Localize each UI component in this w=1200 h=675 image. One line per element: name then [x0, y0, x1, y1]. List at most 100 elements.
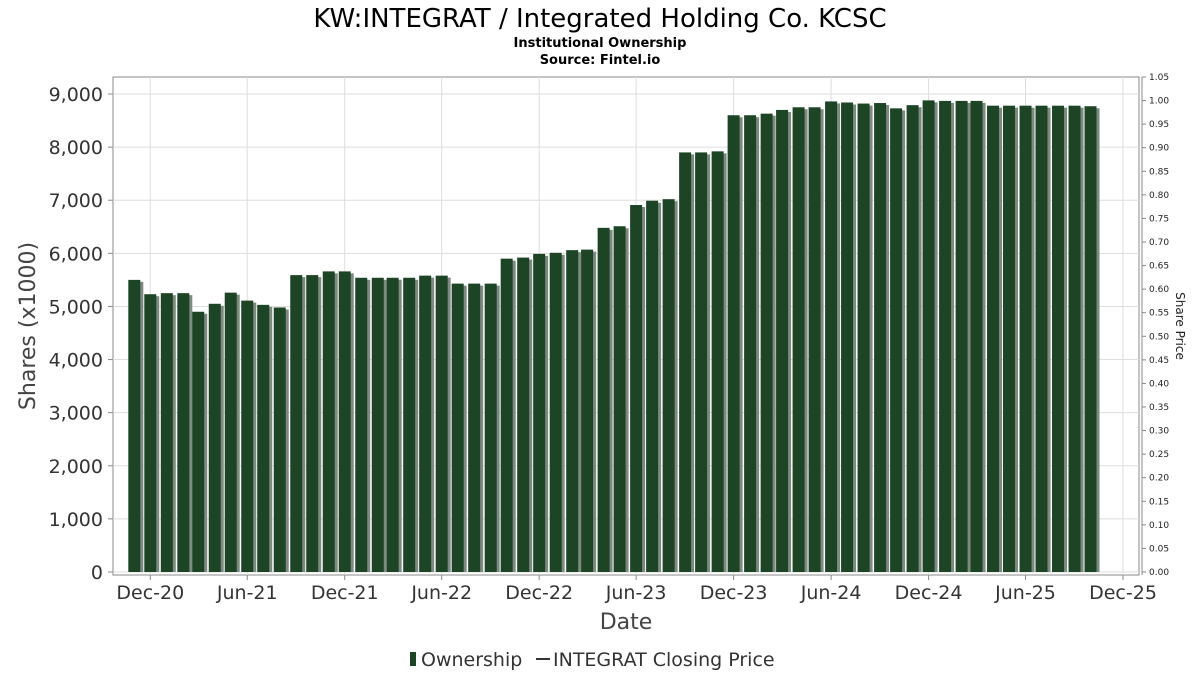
bar [192, 311, 205, 572]
bar [1084, 106, 1097, 573]
x-tick-label: Jun-21 [216, 582, 278, 604]
y-tick-label: 1,000 [49, 509, 103, 531]
y2-axis: 0.00 0.05 0.10 0.15 0.20 0.25 0.30 0.35 0.40 0.45… [1141, 73, 1169, 578]
y-tick-label: 5,000 [49, 296, 103, 318]
bar [825, 101, 838, 573]
bar [906, 105, 919, 573]
bar [727, 115, 740, 572]
y2-tick-label: 0.70 [1149, 238, 1169, 248]
y-tick-label: 6,000 [49, 243, 103, 265]
bar [386, 277, 399, 572]
bar [744, 115, 757, 572]
bar [533, 253, 546, 572]
y2-tick-label: 0.75 [1149, 214, 1169, 224]
bar [484, 283, 497, 572]
y2-tick-label: 1.05 [1149, 73, 1169, 83]
y-tick-label: 9,000 [49, 84, 103, 106]
bar [419, 275, 432, 572]
y2-tick-label: 0.10 [1149, 521, 1169, 531]
bar [970, 100, 983, 572]
bar [890, 108, 903, 572]
bar [695, 152, 708, 572]
bar [874, 103, 887, 572]
bar [144, 294, 157, 572]
bar [290, 275, 303, 572]
bar [597, 227, 610, 572]
bar [208, 303, 221, 572]
bar [1019, 105, 1032, 572]
y-axis: 0 1,000 2,000 3,000 4,000 5,000 6,000 7,000 8,00… [49, 84, 113, 584]
bar [371, 277, 384, 572]
y2-tick-label: 0.40 [1149, 379, 1169, 389]
x-tick-label: Dec-23 [700, 582, 768, 604]
bar [355, 277, 368, 572]
y2-tick-label: 0.60 [1149, 285, 1169, 295]
y2-tick-label: 0.85 [1149, 167, 1169, 177]
y2-tick-label: 0.90 [1149, 144, 1169, 154]
chart-title: KW:INTEGRAT / Integrated Holding Co. KCS… [313, 4, 886, 34]
y-axis-title: Shares (x1000) [16, 242, 41, 410]
bar [922, 100, 935, 572]
y-tick-label: 2,000 [49, 456, 103, 478]
y2-tick-label: 0.20 [1149, 474, 1169, 484]
bar [987, 105, 1000, 572]
x-tick-label: Dec-22 [505, 582, 573, 604]
y2-tick-label: 0.55 [1149, 309, 1169, 319]
bar [792, 107, 805, 573]
bar [776, 109, 789, 572]
bar [581, 249, 594, 573]
bar [679, 152, 692, 572]
bar [711, 151, 724, 573]
y-tick-label: 7,000 [49, 190, 103, 212]
y2-tick-label: 0.05 [1149, 544, 1169, 554]
bar [451, 283, 464, 572]
legend: Ownership INTEGRAT Closing Price [410, 649, 775, 671]
bar [760, 113, 773, 572]
bar [549, 252, 562, 572]
x-axis: Dec-20 Jun-21 Dec-21 Jun-22 Dec-22 Jun-23 Dec-… [116, 575, 1157, 604]
y-tick-label: 3,000 [49, 403, 103, 425]
x-tick-label: Dec-20 [116, 582, 184, 604]
bar [955, 100, 968, 572]
x-tick-label: Dec-24 [895, 582, 963, 604]
x-axis-title: Date [600, 610, 653, 635]
bar [257, 304, 270, 572]
bar [160, 293, 173, 572]
bar [177, 293, 190, 572]
bar [613, 226, 626, 572]
bar [403, 277, 416, 572]
bar [500, 258, 513, 572]
y2-tick-label: 0.30 [1149, 427, 1169, 437]
bar [646, 200, 659, 572]
y2-tick-label: 0.65 [1149, 262, 1169, 272]
x-tick-label: Jun-22 [410, 582, 472, 604]
y2-tick-label: 0.00 [1149, 568, 1169, 578]
bar [241, 300, 254, 572]
bar [1035, 105, 1048, 572]
y2-tick-label: 0.95 [1149, 120, 1169, 130]
bar [306, 275, 319, 572]
x-tick-label: Jun-23 [605, 582, 667, 604]
bar [224, 292, 237, 572]
bar [322, 271, 335, 572]
bar [857, 103, 870, 572]
bar [841, 102, 854, 573]
y2-tick-label: 0.25 [1149, 450, 1169, 460]
bar [435, 275, 448, 572]
bar [128, 279, 141, 572]
chart-source: Source: Fintel.io [540, 53, 661, 68]
bar [566, 250, 579, 572]
bar [273, 307, 286, 572]
legend-price-label: INTEGRAT Closing Price [553, 649, 775, 671]
bar [1068, 105, 1081, 572]
y2-axis-title: Share Price [1173, 292, 1187, 360]
legend-ownership-label: Ownership [421, 649, 522, 671]
x-tick-label: Dec-25 [1089, 582, 1157, 604]
bar [468, 283, 481, 572]
chart-subtitle: Institutional Ownership [514, 36, 687, 51]
bar [808, 107, 821, 573]
y-tick-label: 8,000 [49, 137, 103, 159]
y2-tick-label: 0.80 [1149, 191, 1169, 201]
y2-tick-label: 1.00 [1149, 97, 1169, 107]
